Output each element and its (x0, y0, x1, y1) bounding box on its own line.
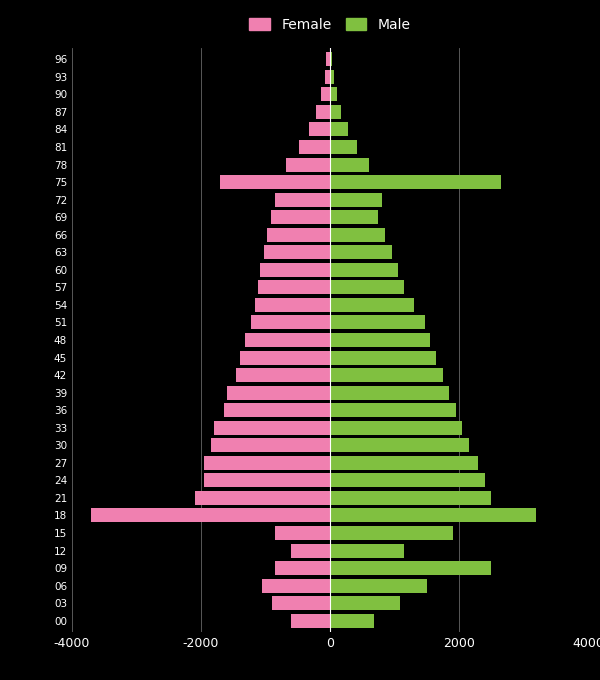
Bar (275, 192, 330, 207)
Bar (330, 262, 398, 277)
Bar (330, 456, 478, 470)
Bar (286, 158, 330, 171)
Bar (91, 509, 330, 522)
Bar (330, 228, 385, 242)
Bar (321, 87, 330, 101)
Bar (330, 579, 427, 593)
Bar (272, 596, 330, 610)
Bar (330, 122, 348, 137)
Bar (271, 210, 330, 224)
Bar (330, 561, 491, 575)
Bar (330, 613, 374, 628)
Bar (330, 491, 491, 505)
Bar (330, 210, 379, 224)
Bar (204, 473, 330, 488)
Bar (330, 70, 334, 84)
Bar (251, 316, 330, 330)
Bar (330, 509, 536, 522)
Bar (330, 280, 404, 294)
Bar (330, 421, 462, 435)
Bar (260, 262, 330, 277)
Bar (330, 350, 436, 364)
Bar (204, 456, 330, 470)
Bar (330, 298, 414, 312)
Bar (275, 561, 330, 575)
Bar (330, 52, 332, 67)
Bar (330, 438, 469, 452)
Bar (258, 280, 330, 294)
Bar (330, 596, 400, 610)
Bar (220, 175, 330, 189)
Bar (330, 386, 449, 400)
Bar (330, 175, 501, 189)
Bar (330, 158, 368, 171)
Bar (316, 105, 330, 119)
Bar (330, 140, 357, 154)
Bar (330, 333, 430, 347)
Bar (240, 350, 330, 364)
Bar (330, 526, 452, 540)
Bar (330, 87, 337, 101)
Bar (330, 105, 341, 119)
Bar (325, 70, 330, 84)
Bar (263, 245, 330, 259)
Bar (330, 543, 404, 558)
Bar (330, 403, 456, 418)
Bar (224, 403, 330, 418)
Bar (194, 491, 330, 505)
Bar (330, 192, 382, 207)
Bar (299, 140, 330, 154)
Bar (292, 543, 330, 558)
Bar (330, 368, 443, 382)
Bar (262, 579, 330, 593)
Bar (268, 228, 330, 242)
Bar (275, 526, 330, 540)
Bar (214, 421, 330, 435)
Legend: Female, Male: Female, Male (245, 14, 415, 36)
Bar (211, 438, 330, 452)
Bar (310, 122, 330, 137)
Bar (292, 613, 330, 628)
Bar (245, 333, 330, 347)
Bar (326, 52, 330, 67)
Bar (236, 368, 330, 382)
Bar (330, 316, 425, 330)
Bar (330, 245, 392, 259)
Bar (254, 298, 330, 312)
Bar (227, 386, 330, 400)
Bar (330, 473, 485, 488)
